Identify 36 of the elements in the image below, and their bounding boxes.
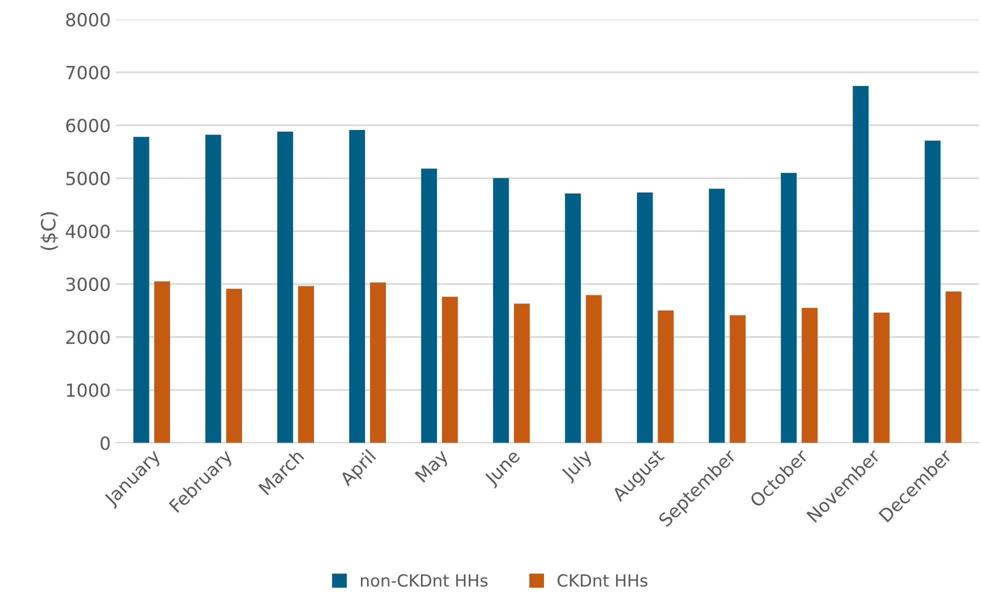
bar <box>802 308 818 443</box>
bar <box>636 192 653 443</box>
bar <box>226 288 242 443</box>
bar <box>421 168 437 443</box>
bar <box>586 295 602 443</box>
bar <box>852 86 869 443</box>
y-axis-title: ($C) <box>40 212 58 250</box>
bar <box>442 296 458 443</box>
y-tick-label: 6000 <box>66 118 110 132</box>
bar <box>658 310 674 443</box>
y-tick-label: 4000 <box>66 224 110 238</box>
bar <box>514 304 530 443</box>
bar <box>780 172 797 443</box>
bar <box>277 132 294 443</box>
y-tick-label: 2000 <box>66 330 110 344</box>
bar <box>708 188 725 443</box>
bar <box>370 282 386 443</box>
bar <box>133 136 150 443</box>
y-tick-label: 1000 <box>66 383 110 398</box>
bar <box>730 315 746 443</box>
y-tick-label: 0 <box>100 436 110 450</box>
bar <box>205 134 222 443</box>
bar <box>874 312 890 443</box>
bar <box>349 130 366 443</box>
y-tick-label: 5000 <box>66 172 110 186</box>
y-tick-label: 8000 <box>66 12 110 26</box>
bar <box>565 194 581 443</box>
y-tick-label: 3000 <box>66 278 110 292</box>
legend-label: non-CKDnt HHs <box>360 574 488 587</box>
bar <box>924 140 941 443</box>
bar <box>493 178 509 443</box>
y-tick-label: 7000 <box>66 66 110 80</box>
bar <box>298 286 314 443</box>
bar <box>946 291 962 443</box>
legend-label: CKDnt HHs <box>558 574 648 587</box>
bar <box>154 281 170 443</box>
